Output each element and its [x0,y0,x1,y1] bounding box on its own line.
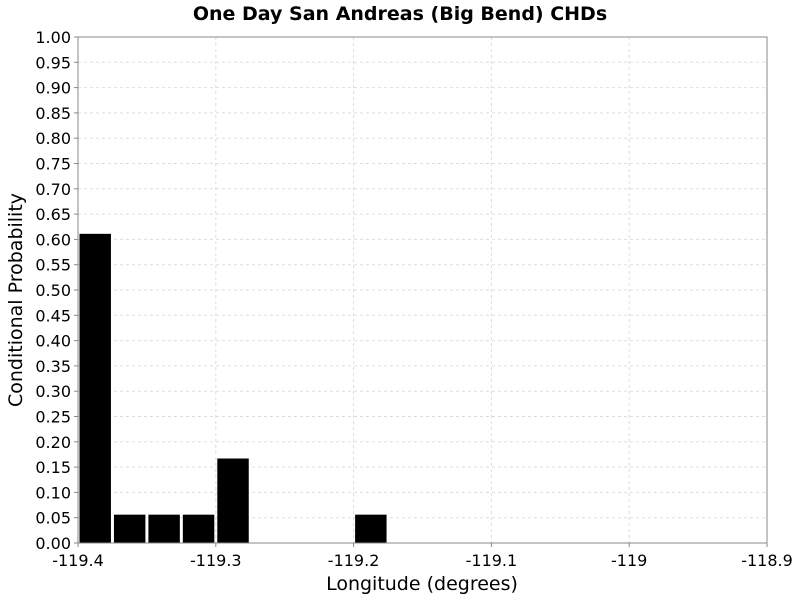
y-tick-label: 0.85 [35,104,71,123]
y-tick-label: 0.35 [35,357,71,376]
y-tick-label: 0.65 [35,205,71,224]
y-tick-label: 0.55 [35,256,71,275]
y-tick-label: 0.60 [35,230,71,249]
y-tick-label: 0.40 [35,332,71,351]
y-tick-label: 0.95 [35,53,71,72]
y-tick-label: 0.10 [35,483,71,502]
x-axis-ticks: -119.4 -119.3 -119.2 -119.1 -119 -118.9 [52,543,793,570]
y-axis-ticks: 0.000.050.100.150.200.250.300.350.400.45… [35,28,78,553]
y-tick-label: 0.90 [35,79,71,98]
y-tick-label: 0.15 [35,458,71,477]
bar [114,515,145,543]
y-tick-label: 1.00 [35,28,71,47]
y-tick-label: 0.80 [35,129,71,148]
y-tick-label: 0.05 [35,509,71,528]
y-tick-label: 0.70 [35,180,71,199]
x-tick-label: -118.9 [741,551,793,570]
bar [217,458,248,543]
chart-title: One Day San Andreas (Big Bend) CHDs [193,3,607,25]
bar [355,515,386,543]
x-tick-label: -119.3 [190,551,242,570]
x-tick-label: -119.4 [52,551,104,570]
y-tick-label: 0.25 [35,408,71,427]
y-tick-label: 0.30 [35,382,71,401]
x-tick-label: -119.2 [328,551,380,570]
y-tick-label: 0.50 [35,281,71,300]
bar [80,234,111,543]
x-tick-label: -119.1 [466,551,518,570]
x-axis-label: Longitude (degrees) [326,573,518,595]
y-tick-label: 0.20 [35,433,71,452]
y-tick-label: 0.75 [35,155,71,174]
x-tick-label: -119 [611,551,647,570]
y-axis-label: Conditional Probability [5,193,27,407]
bar [183,515,214,543]
bar [148,515,179,543]
y-tick-label: 0.45 [35,306,71,325]
